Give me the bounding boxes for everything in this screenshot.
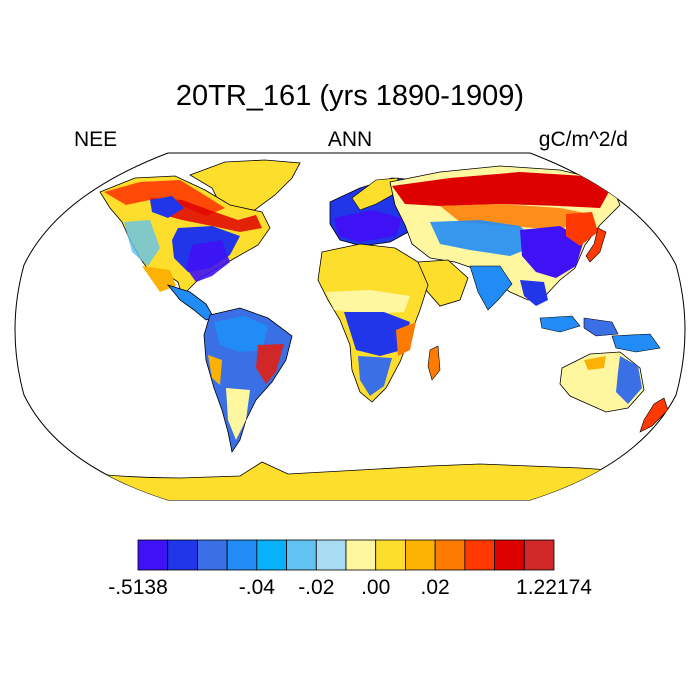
colorbar-swatch — [167, 539, 198, 571]
colorbar-swatch — [375, 539, 406, 571]
colorbar-swatch — [523, 539, 555, 571]
sa-south-mix — [226, 388, 250, 440]
colorbar-tick-label: .00 — [361, 576, 391, 599]
land-indonesia-1 — [539, 315, 581, 333]
na-southeast-blue — [186, 240, 230, 282]
sa-west-orange — [208, 355, 222, 385]
asia-siberia-red — [392, 172, 610, 208]
land-new-guinea — [611, 333, 661, 353]
colorbar-swatch — [345, 539, 377, 571]
colorbar-swatch — [434, 539, 466, 571]
na-west-light — [124, 220, 160, 266]
colorbar-tick-label: -.02 — [298, 576, 335, 599]
eu-central-blue — [334, 210, 402, 242]
colorbar-tick-label: -.5138 — [108, 576, 168, 599]
colorbar-tick-label: .02 — [420, 576, 450, 599]
africa-sahel-mix — [326, 290, 410, 314]
colorbar — [137, 539, 555, 571]
colorbar-tick-label: 1.22174 — [516, 576, 592, 599]
asia-india — [469, 265, 513, 311]
na-gulf-orange — [142, 266, 176, 292]
asia-china-blue — [520, 226, 584, 278]
land-japan — [585, 227, 607, 263]
colorbar-swatch — [137, 539, 169, 571]
africa-east-orange — [396, 322, 416, 356]
season-label: ANN — [327, 128, 373, 151]
australia-east-blue — [616, 356, 642, 404]
asia-southeast — [520, 280, 548, 306]
colorbar-swatch — [286, 539, 317, 571]
land-new-zealand — [639, 397, 669, 433]
na-canada-blue — [150, 196, 184, 218]
colorbar-swatch — [405, 539, 436, 571]
land-madagascar — [427, 345, 441, 381]
units-label: gC/m^2/d — [538, 128, 628, 151]
colorbar-swatch — [464, 539, 495, 571]
asia-east-coast — [566, 212, 598, 246]
colorbar-swatch — [197, 539, 228, 571]
colorbar-swatch — [256, 539, 287, 571]
sa-east-red — [256, 344, 284, 384]
map-title: 20TR_161 (yrs 1890-1909) — [175, 80, 525, 112]
australia-north-orange — [584, 356, 606, 370]
variable-label: NEE — [74, 128, 118, 151]
colorbar-swatch — [226, 539, 258, 571]
sa-amazon-blue — [214, 316, 268, 352]
asia-central-blue — [430, 220, 540, 256]
land-indonesia-2 — [583, 317, 619, 337]
colorbar-tick-label: -.04 — [238, 576, 275, 599]
colorbar-swatch — [315, 539, 347, 571]
asia-siberia-orange — [440, 204, 590, 230]
africa-central-blue — [344, 312, 410, 356]
africa-south-blue — [358, 356, 392, 396]
colorbar-swatch — [494, 539, 525, 571]
